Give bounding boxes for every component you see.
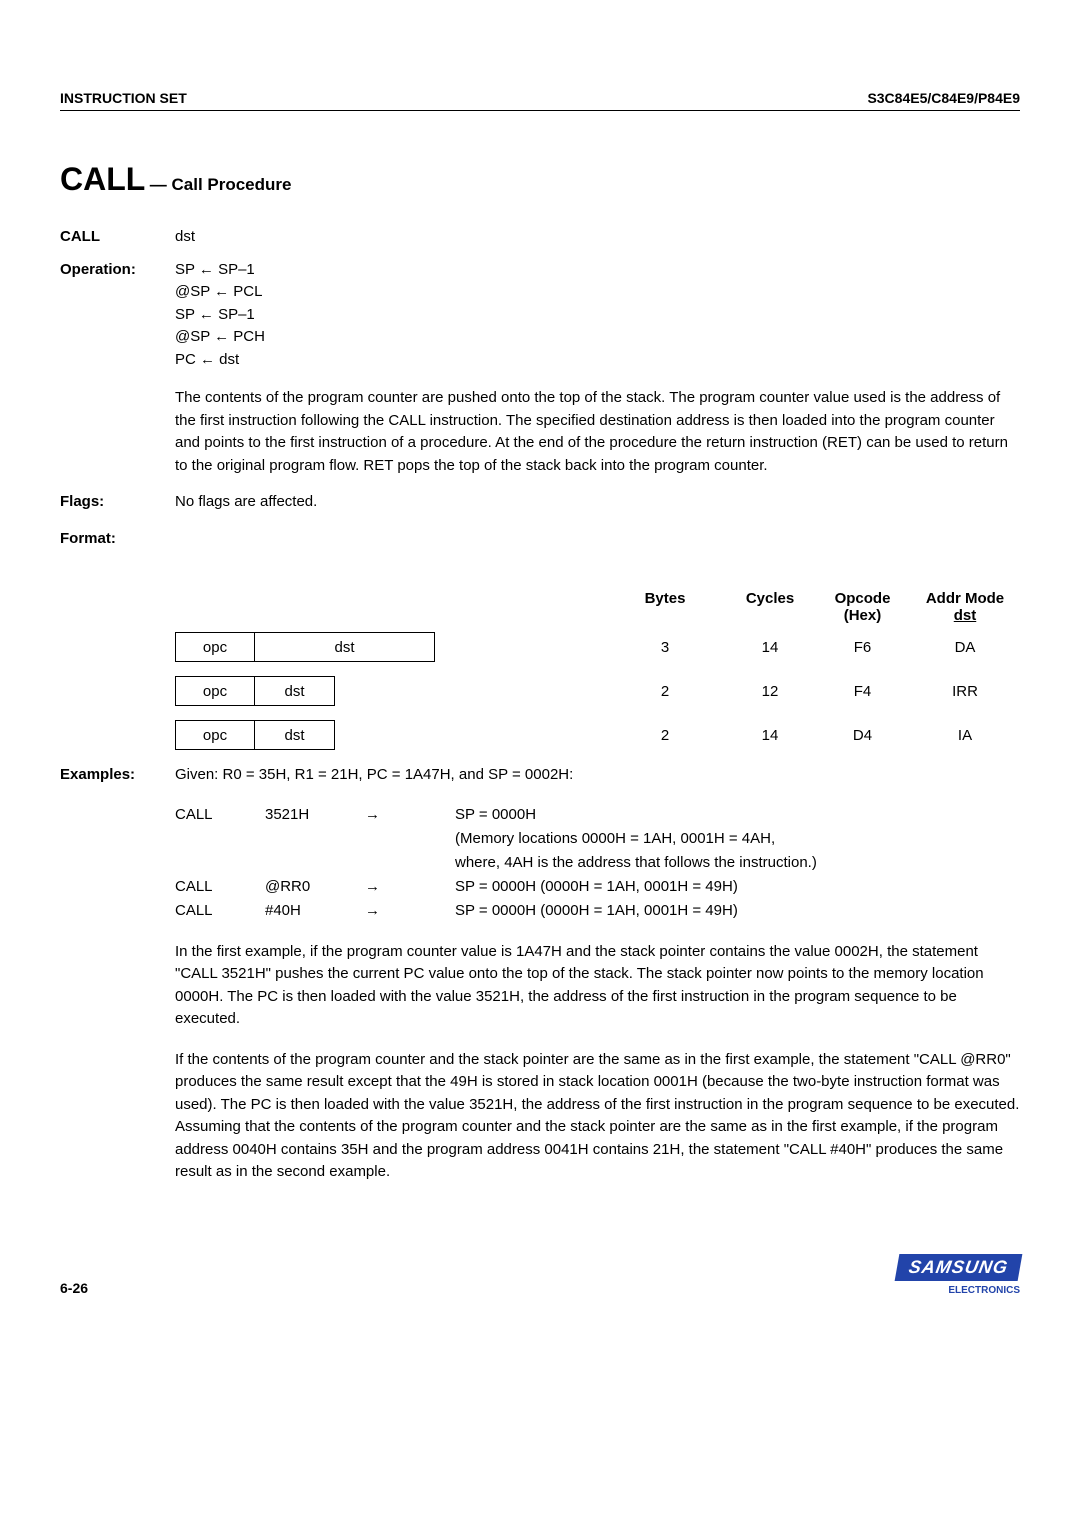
dst-box: dst (255, 632, 435, 662)
addr-mode-text: Addr Mode (926, 590, 1004, 607)
examples-para2: If the contents of the program counter a… (175, 1049, 1020, 1184)
ex-operand: 3521H (265, 803, 365, 875)
title: CALL — Call Procedure (60, 161, 1020, 198)
page-number: 6-26 (60, 1280, 88, 1296)
cell-addr: DA (910, 639, 1020, 656)
ex-operand: @RR0 (265, 875, 365, 899)
title-sub: — Call Procedure (150, 175, 292, 194)
opc-box: opc (175, 632, 255, 662)
dst-box: dst (255, 720, 335, 750)
addr-dst-text: dst (954, 607, 977, 624)
ex-result-line: where, 4AH is the address that follows t… (455, 851, 1020, 875)
brand-name: SAMSUNG (895, 1254, 1023, 1281)
ex-arrow: → (365, 899, 455, 923)
examples-content: Given: R0 = 35H, R1 = 21H, PC = 1A47H, a… (175, 764, 1020, 1184)
page-header: INSTRUCTION SET S3C84E5/C84E9/P84E9 (60, 90, 1020, 111)
spacer (60, 590, 175, 624)
col-header-bytes: Bytes (605, 590, 725, 624)
col-header-opcode: Opcode (Hex) (815, 590, 910, 624)
ex-arrow: → (365, 875, 455, 899)
format-section: Format: (60, 528, 1020, 551)
cell-cycles: 12 (725, 683, 815, 700)
ex-result: SP = 0000H (0000H = 1AH, 0001H = 49H) (455, 875, 1020, 899)
spacer (175, 590, 435, 624)
cell-bytes: 2 (605, 683, 725, 700)
ex-operand: #40H (265, 899, 365, 923)
examples-label: Examples: (60, 764, 175, 1184)
cell-opcode: F4 (815, 683, 910, 700)
flags-label: Flags: (60, 491, 175, 514)
op-line: @SP ← PCL (175, 281, 1020, 304)
cell-opcode: F6 (815, 639, 910, 656)
format-header-row: Bytes Cycles Opcode (Hex) Addr Mode dst (60, 590, 1020, 624)
cell-bytes: 3 (605, 639, 725, 656)
cell-addr: IRR (910, 683, 1020, 700)
header-right: S3C84E5/C84E9/P84E9 (867, 90, 1020, 106)
operation-content: SP ← SP–1 @SP ← PCL SP ← SP–1 @SP ← PCH … (175, 259, 1020, 478)
format-row: opc dst 2 12 F4 IRR (60, 676, 1020, 706)
ex-result-line: (Memory locations 0000H = 1AH, 0001H = 4… (455, 827, 1020, 851)
spacer (435, 590, 605, 624)
cell-opcode: D4 (815, 727, 910, 744)
cell-bytes: 2 (605, 727, 725, 744)
format-content (175, 528, 1020, 551)
page-root: INSTRUCTION SET S3C84E5/C84E9/P84E9 CALL… (0, 0, 1080, 1336)
op-line: SP ← SP–1 (175, 259, 1020, 282)
title-main: CALL (60, 161, 145, 197)
example-row: CALL 3521H → SP = 0000H (Memory location… (175, 803, 1020, 875)
format-label: Format: (60, 528, 175, 551)
brand-logo: SAMSUNG ELECTRONICS (897, 1254, 1020, 1296)
cell-cycles: 14 (725, 639, 815, 656)
flags-value: No flags are affected. (175, 491, 1020, 514)
ex-arrow: → (365, 803, 455, 875)
ex-mnemonic: CALL (175, 803, 265, 875)
syntax-row: CALL dst (60, 226, 1020, 249)
ex-mnemonic: CALL (175, 899, 265, 923)
brand-sub: ELECTRONICS (897, 1285, 1020, 1296)
opc-box: opc (175, 720, 255, 750)
op-line: PC ← dst (175, 349, 1020, 372)
op-line: @SP ← PCH (175, 326, 1020, 349)
examples-para1: In the first example, if the program cou… (175, 941, 1020, 1031)
ex-mnemonic: CALL (175, 875, 265, 899)
cell-cycles: 14 (725, 727, 815, 744)
opc-box: opc (175, 676, 255, 706)
flags-section: Flags: No flags are affected. (60, 491, 1020, 514)
operation-section: Operation: SP ← SP–1 @SP ← PCL SP ← SP–1… (60, 259, 1020, 478)
format-row: opc dst 3 14 F6 DA (60, 632, 1020, 662)
format-row: opc dst 2 14 D4 IA (60, 720, 1020, 750)
col-header-addr: Addr Mode dst (910, 590, 1020, 624)
syntax-value: dst (175, 226, 1020, 249)
ex-result-line: SP = 0000H (455, 803, 1020, 827)
page-footer: 6-26 SAMSUNG ELECTRONICS (60, 1254, 1020, 1296)
cell-addr: IA (910, 727, 1020, 744)
examples-given: Given: R0 = 35H, R1 = 21H, PC = 1A47H, a… (175, 764, 1020, 787)
syntax-label: CALL (60, 226, 175, 249)
header-left: INSTRUCTION SET (60, 90, 187, 106)
op-line: SP ← SP–1 (175, 304, 1020, 327)
example-row: CALL #40H → SP = 0000H (0000H = 1AH, 000… (175, 899, 1020, 923)
dst-box: dst (255, 676, 335, 706)
operation-label: Operation: (60, 259, 175, 478)
operation-desc: The contents of the program counter are … (175, 387, 1020, 477)
example-row: CALL @RR0 → SP = 0000H (0000H = 1AH, 000… (175, 875, 1020, 899)
col-header-cycles: Cycles (725, 590, 815, 624)
examples-section: Examples: Given: R0 = 35H, R1 = 21H, PC … (60, 764, 1020, 1184)
ex-result: SP = 0000H (Memory locations 0000H = 1AH… (455, 803, 1020, 875)
ex-result: SP = 0000H (0000H = 1AH, 0001H = 49H) (455, 899, 1020, 923)
